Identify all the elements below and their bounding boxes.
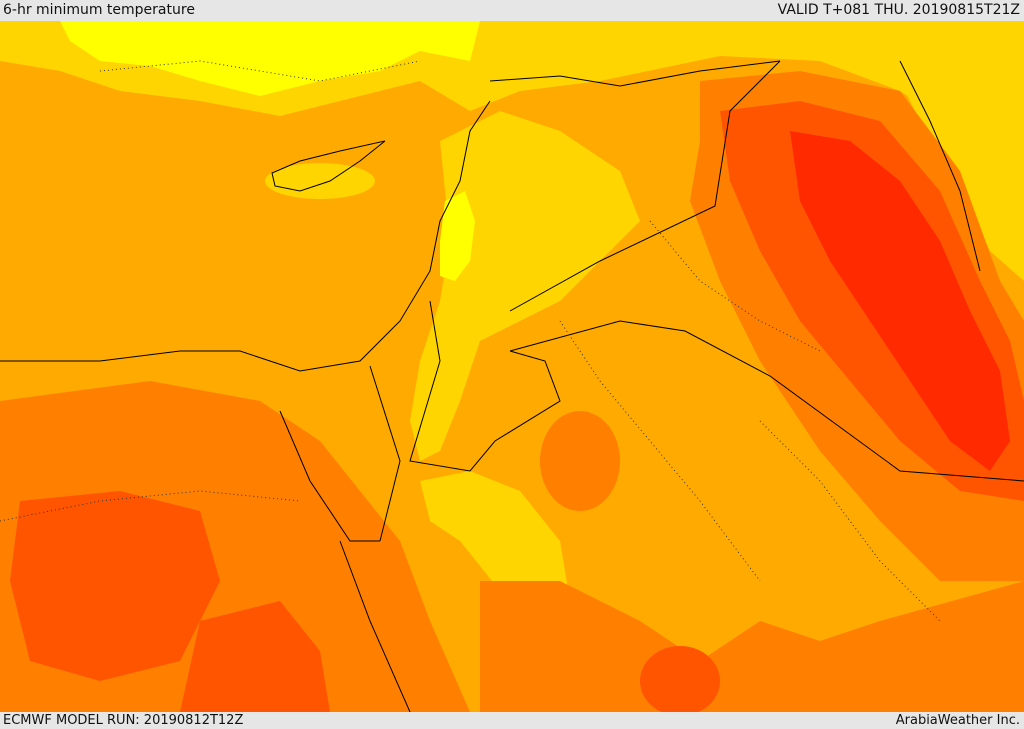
zone-warm-spot-2: [640, 646, 720, 712]
border-red-sea-west: [339, 540, 411, 712]
model-run-label: ECMWF MODEL RUN: 20190812T12Z: [3, 713, 244, 728]
admin-borders: [0, 60, 941, 622]
map-title: 6-hr minimum temperature: [3, 2, 195, 18]
border-jordan-saudi: [509, 320, 1024, 482]
border-iraq-iran: [899, 60, 981, 272]
map-footer: ECMWF MODEL RUN: 20190812T12Z ArabiaWeat…: [0, 712, 1024, 729]
zone-warm-saudi-south: [480, 581, 1024, 712]
zone-hot-egypt-south: [180, 601, 330, 712]
admin-line-1: [0, 490, 301, 522]
zone-coolest-ne: [880, 21, 1024, 281]
border-egypt-israel: [369, 365, 401, 542]
zone-very-hot-iraq: [790, 131, 1010, 471]
credit-label: ArabiaWeather Inc.: [895, 713, 1020, 728]
country-borders: [0, 60, 1024, 712]
border-sinai: [279, 410, 380, 542]
temperature-map: [0, 21, 1024, 712]
zone-hot-egypt: [10, 491, 220, 681]
zone-coolest-north: [60, 21, 480, 96]
admin-line-2: [559, 320, 761, 582]
border-syria-turkey: [489, 60, 781, 87]
zone-cool-lebanon: [440, 191, 475, 281]
border-coast-levant: [0, 100, 491, 372]
map-header: 6-hr minimum temperature VALID T+081 THU…: [0, 0, 1024, 20]
zone-warm-spot-1: [540, 411, 620, 511]
border-syria-iraq: [509, 60, 781, 312]
border-jordan-west: [409, 300, 561, 472]
valid-time-label: VALID T+081 THU. 20190815T21Z: [777, 2, 1020, 18]
border-cyprus: [271, 140, 386, 192]
